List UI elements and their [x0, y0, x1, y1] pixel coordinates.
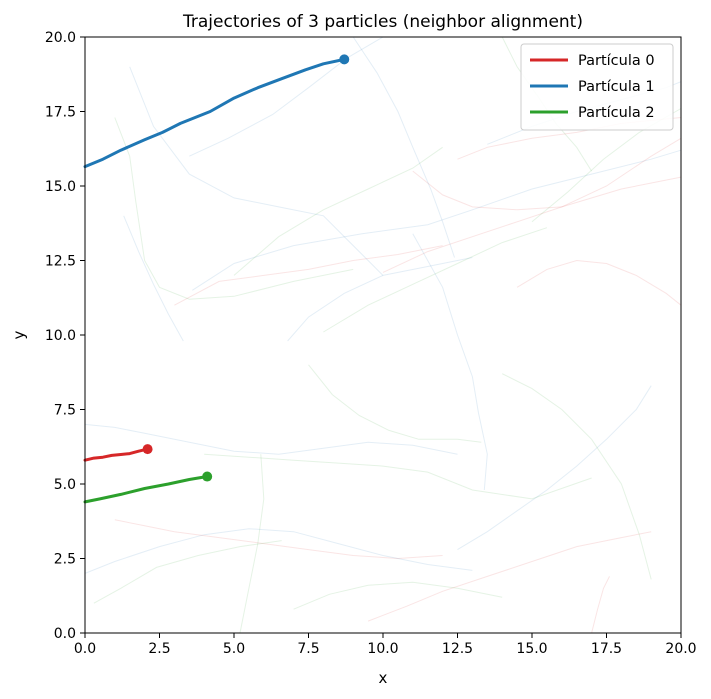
y-tick-label-7: 17.5: [45, 105, 76, 121]
y-tick-label-5: 12.5: [45, 254, 76, 270]
x-tick-label-2: 5.0: [223, 641, 245, 657]
x-tick-label-8: 20.0: [665, 641, 696, 657]
x-tick-label-1: 2.5: [148, 641, 170, 657]
series-line-0: [83, 447, 150, 462]
series-line-2: [83, 475, 209, 504]
series-lines: [83, 54, 350, 504]
background-trail-15: [204, 453, 592, 500]
background-trail-21: [501, 373, 652, 580]
legend-label-2: Partícula 2: [578, 105, 655, 121]
background-trail-8: [412, 137, 682, 211]
background-trail-14: [84, 423, 458, 455]
legend-label-0: Partícula 0: [578, 53, 655, 69]
series-line-1: [83, 57, 346, 169]
x-axis: 0.0 2.5 5.0 7.5 10.0 12.5 15.0 17.5 20.0: [74, 633, 697, 657]
background-trail-4: [323, 227, 548, 333]
background-trail-28: [189, 36, 384, 157]
background-trail-2: [382, 176, 682, 273]
y-tick-label-4: 10.0: [45, 328, 76, 344]
background-trail-3: [287, 257, 473, 342]
y-axis-label: y: [10, 330, 28, 339]
background-trail-18: [293, 581, 503, 610]
background-trail-26: [239, 454, 265, 634]
background-trail-16: [114, 519, 443, 560]
legend-label-1: Partícula 1: [578, 79, 655, 95]
series-endpoint-0: [142, 444, 153, 455]
background-trail-1: [233, 146, 443, 276]
x-tick-label-0: 0.0: [74, 641, 96, 657]
background-trail-0: [192, 149, 682, 291]
x-tick-label-3: 7.5: [297, 641, 319, 657]
y-tick-label-2: 5.0: [54, 477, 76, 493]
background-trail-24: [591, 576, 610, 634]
series-endpoint-2: [202, 471, 213, 482]
plot-background: [85, 37, 681, 633]
background-trail-25: [123, 215, 184, 342]
background-trail-11: [174, 245, 443, 306]
y-tick-label-3: 7.5: [54, 403, 76, 419]
x-tick-label-6: 15.0: [516, 641, 547, 657]
background-trail-27: [516, 259, 682, 306]
y-axis: 0.0 2.5 5.0 7.5 10.0 12.5 15.0 17.5 20.0: [45, 30, 85, 642]
x-axis-label: x: [379, 669, 388, 687]
x-tick-label-7: 17.5: [591, 641, 622, 657]
legend-box: [520, 43, 674, 131]
y-tick-label-6: 15.0: [45, 179, 76, 195]
series-endpoint-1: [339, 54, 350, 65]
background-trail-13: [114, 117, 354, 300]
background-trail-20: [457, 385, 652, 551]
y-tick-label-0: 0.0: [54, 626, 76, 642]
x-tick-label-5: 12.5: [442, 641, 473, 657]
background-trail-9: [352, 36, 455, 258]
background-trail-22: [412, 233, 488, 491]
chart-title: Trajectories of 3 particles (neighbor al…: [182, 12, 583, 32]
y-tick-label-8: 20.0: [45, 30, 76, 46]
legend: Partícula 0 Partícula 1 Partícula 2: [520, 43, 674, 131]
background-trail-17: [84, 528, 473, 574]
background-trail-19: [367, 531, 652, 622]
plot-area: [83, 36, 682, 634]
background-trail-23: [308, 364, 482, 443]
background-trail-29: [93, 540, 282, 604]
y-tick-label-1: 2.5: [54, 552, 76, 568]
x-tick-label-4: 10.0: [367, 641, 398, 657]
